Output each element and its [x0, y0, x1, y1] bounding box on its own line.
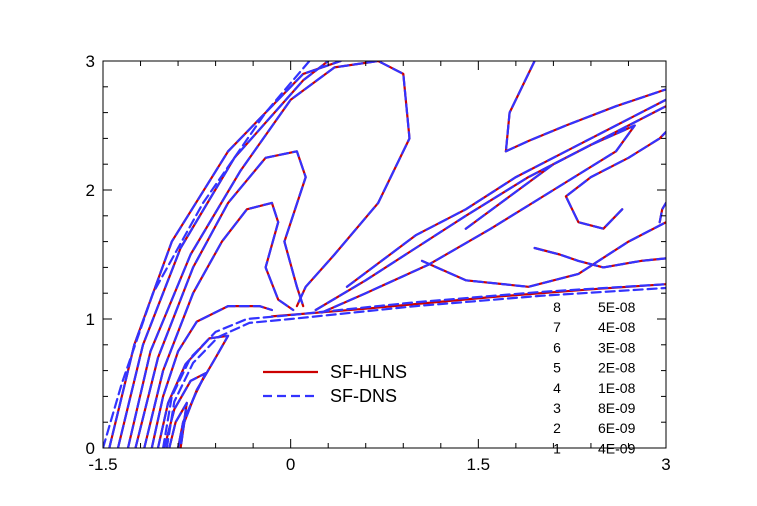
contour-line-sf-dns — [504, 88, 666, 153]
level-id: 5 — [553, 360, 561, 376]
plot-frame — [102, 60, 667, 449]
level-id: 8 — [553, 299, 561, 315]
level-id: 6 — [553, 339, 561, 355]
level-id: 2 — [553, 420, 561, 436]
x-tick-label: 0 — [286, 455, 295, 474]
contour-line-sf-dns — [116, 61, 330, 448]
contour-line-sf-dns — [168, 401, 188, 448]
x-tick-label: -1.5 — [88, 455, 117, 474]
axes — [102, 60, 667, 449]
legend-label-sf-hlns: SF-HLNS — [330, 362, 407, 382]
level-value: 4E-09 — [598, 440, 636, 456]
level-id: 3 — [553, 400, 561, 416]
contour-lines — [103, 61, 666, 448]
contour-line-sf-dns — [103, 61, 311, 448]
legend: SF-HLNS SF-DNS — [263, 362, 407, 406]
contour-line-sf-dns — [564, 130, 666, 230]
tick-marks — [102, 60, 667, 449]
contour-line-sf-dns — [163, 372, 207, 448]
level-value: 4E-08 — [598, 319, 636, 335]
level-value: 3E-08 — [598, 339, 636, 355]
level-id: 4 — [553, 380, 561, 396]
level-id: 1 — [553, 440, 561, 456]
y-tick-label: 3 — [86, 52, 95, 71]
x-tick-label: 1.5 — [467, 455, 491, 474]
contour-line-sf-dns — [658, 201, 666, 224]
level-value: 5E-08 — [598, 299, 636, 315]
y-tick-label: 2 — [86, 181, 95, 200]
contour-line-sf-dns — [126, 61, 411, 448]
contour-line-sf-dns — [345, 98, 666, 288]
x-tick-label: 3 — [661, 455, 670, 474]
contour-level-table: 8 5E-08 7 4E-08 6 3E-08 5 2E-08 4 1E-08 3 8E-09 2 6E-… — [553, 299, 635, 456]
level-value: 2E-08 — [598, 360, 636, 376]
legend-label-sf-dns: SF-DNS — [330, 386, 397, 406]
contour-line-sf-dns — [134, 150, 307, 448]
y-tick-label: 1 — [86, 310, 95, 329]
level-value: 6E-09 — [598, 420, 636, 436]
y-tick-label: 0 — [86, 439, 95, 458]
contour-line-sf-dns — [150, 305, 273, 448]
level-value: 1E-08 — [598, 380, 636, 396]
contour-line-sf-dns — [504, 61, 536, 153]
contour-line-sf-dns — [533, 246, 666, 269]
level-id: 7 — [553, 319, 561, 335]
contour-line-sf-dns — [464, 105, 666, 230]
contour-line-sf-dns — [420, 221, 666, 288]
level-value: 8E-09 — [598, 400, 636, 416]
contour-line-sf-dns — [143, 201, 295, 448]
contour-line-sf-dns — [165, 286, 666, 448]
